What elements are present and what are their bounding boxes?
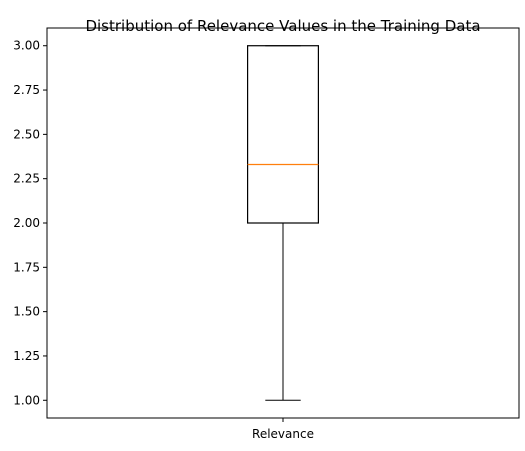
x-tick-label: Relevance [252,427,314,441]
y-tick-label: 2.00 [13,216,40,230]
iqr-box [247,45,320,224]
y-tick-label: 1.00 [13,393,40,407]
y-tick-label: 2.50 [13,127,40,141]
y-tick-label: 1.25 [13,349,40,363]
chart-title: Distribution of Relevance Values in the … [85,17,480,35]
y-axis: 1.00 1.25 1.50 1.75 2.00 2.25 2.50 2.75 3.00 [13,39,47,407]
y-tick-label: 2.25 [13,172,40,186]
y-tick-label: 2.75 [13,83,40,97]
box-group [247,45,320,401]
x-axis: Relevance [252,418,314,441]
y-tick-label: 3.00 [13,39,40,53]
y-tick-label: 1.50 [13,305,40,319]
y-tick-label: 1.75 [13,260,40,274]
